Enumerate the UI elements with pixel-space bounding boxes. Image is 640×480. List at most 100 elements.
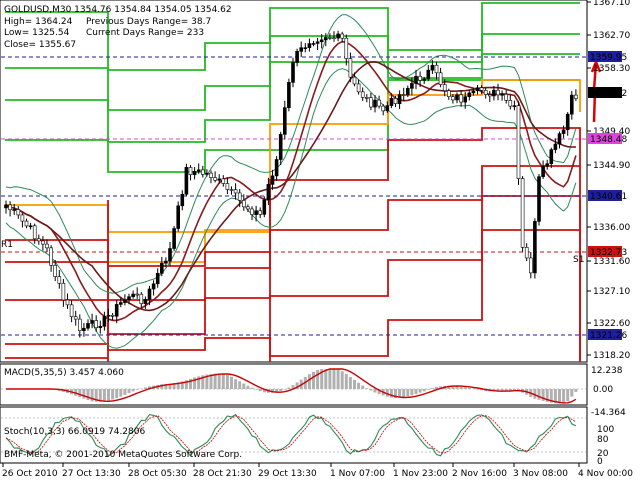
macd-histogram-bar [430, 387, 434, 389]
macd-histogram-bar [230, 376, 233, 389]
macd-label: MACD(5,35,5) 3.457 4.060 [4, 368, 124, 378]
price-axis-tick: 1322.60 [593, 319, 630, 329]
candle-body [553, 143, 558, 150]
macd-histogram-bar [574, 389, 578, 392]
candle-body [393, 98, 398, 104]
macd-histogram-bar [197, 376, 201, 389]
macd-histogram-bar [500, 389, 504, 391]
candle-body [213, 177, 217, 181]
macd-axis-top: 12.238 [591, 366, 623, 376]
macd-pane-frame [0, 363, 588, 406]
macd-histogram-bar [562, 389, 566, 404]
candle-body [278, 134, 283, 160]
macd-histogram-bar [549, 389, 553, 403]
candle-body [545, 163, 550, 167]
macd-histogram-bar [184, 380, 188, 389]
candle-body [16, 209, 21, 216]
price-badge-label: 1340.61 [590, 192, 627, 202]
macd-histogram-bar [209, 374, 213, 389]
candle-body [78, 318, 82, 331]
macd-histogram-bar [119, 389, 123, 397]
candle-body [516, 105, 521, 179]
candle-body [209, 172, 213, 178]
candle-body [520, 178, 525, 248]
macd-histogram-bar [459, 386, 463, 389]
macd-histogram-bar [148, 386, 151, 389]
candle-body [262, 199, 267, 215]
stoch-axis-100: 100 [597, 425, 614, 435]
candle-body [557, 133, 562, 145]
candle-body [282, 107, 287, 135]
price-badge-label: 1348.48 [590, 135, 627, 145]
candle-body [299, 47, 304, 52]
candle-body [475, 87, 480, 92]
candle-body [508, 99, 513, 107]
candle-body [135, 293, 139, 296]
macd-histogram-bar [246, 385, 250, 389]
macd-histogram-bar [406, 389, 410, 397]
candle-body [377, 99, 381, 107]
candle-body [28, 225, 33, 228]
candle-body [336, 33, 340, 39]
macd-histogram-bar [98, 389, 102, 402]
prev-range-text: Previous Days Range= 38.7 [86, 17, 211, 27]
stoch-axis-0: 0 [597, 457, 603, 467]
macd-histogram-bar [447, 385, 451, 389]
candle-body [32, 225, 37, 240]
macd-histogram-bar [90, 389, 94, 402]
macd-histogram-bar [566, 389, 570, 402]
candle-body [569, 94, 574, 115]
candle-body [487, 94, 492, 97]
macd-histogram-bar [123, 389, 127, 396]
candle-body [459, 94, 463, 103]
candle-body [328, 37, 332, 39]
macd-histogram-bar [254, 389, 258, 390]
candle-body [364, 97, 369, 99]
candle-body [295, 51, 299, 63]
candle-body [561, 129, 566, 134]
macd-histogram-bar [176, 382, 180, 389]
close-text: Close= 1355.67 [4, 40, 76, 50]
candle-body [94, 320, 98, 329]
candle-body [45, 243, 49, 249]
macd-histogram-bar [365, 388, 369, 389]
candle-body [139, 293, 144, 304]
candle-body [164, 260, 168, 264]
candle-body [356, 83, 361, 93]
macd-axis-zero: 0.00 [593, 385, 613, 395]
candle-body [451, 96, 455, 101]
candle-body [123, 299, 127, 303]
candle-body [147, 288, 152, 300]
candle-body [315, 41, 320, 44]
candle-body [237, 192, 242, 201]
candle-body [537, 176, 541, 222]
macd-histogram-bar [201, 375, 205, 389]
candle-body [12, 209, 16, 211]
candle-body [201, 169, 205, 175]
candle-body [438, 72, 443, 85]
main-pane-frame [0, 0, 588, 363]
candle-body [225, 183, 230, 190]
macd-histogram-bar [250, 387, 254, 389]
candle-body [217, 178, 221, 181]
macd-histogram-bar [316, 370, 320, 389]
candle-body [24, 220, 29, 227]
candle-body [549, 149, 554, 165]
candle-body [65, 299, 70, 306]
candle-body [8, 204, 12, 211]
macd-histogram-bar [168, 383, 172, 389]
candle-body [143, 299, 148, 304]
candle-body [246, 206, 250, 210]
macd-histogram-bar [512, 389, 516, 391]
macd-histogram-bar [307, 374, 311, 389]
macd-histogram-bar [193, 377, 197, 389]
macd-histogram-bar [558, 389, 561, 404]
candle-body [479, 87, 484, 91]
macd-histogram-bar [205, 374, 209, 389]
macd-histogram-bar [74, 389, 78, 396]
candle-body [524, 247, 529, 259]
stoch-axis-80: 80 [597, 435, 609, 445]
macd-histogram-bar [258, 389, 262, 392]
candle-body [574, 94, 578, 99]
